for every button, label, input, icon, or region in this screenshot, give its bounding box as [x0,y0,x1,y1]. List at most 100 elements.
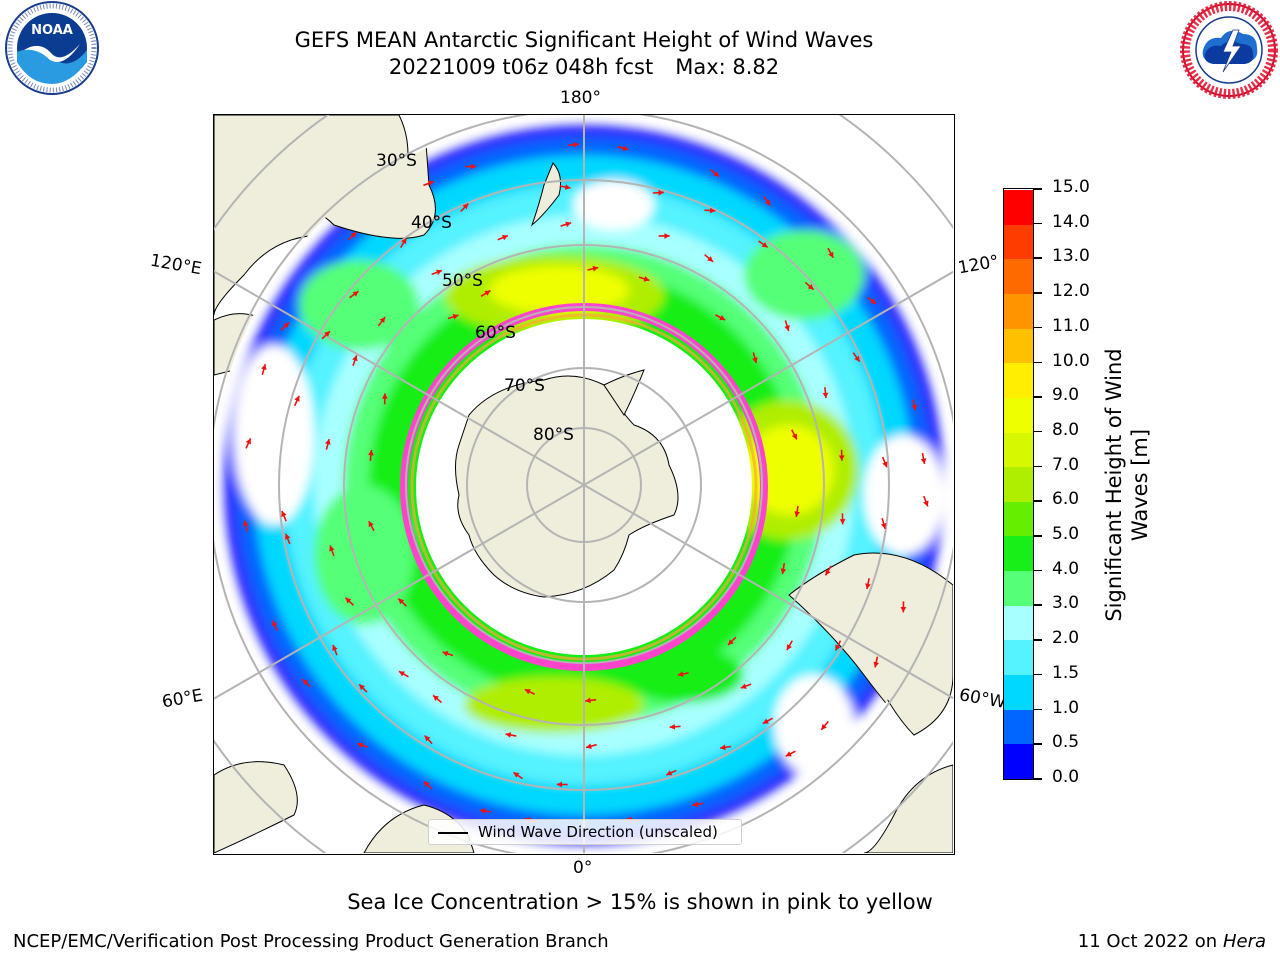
wave-arrow [321,330,331,340]
wave-arrow [352,355,358,366]
footer-date-text: 11 Oct 2022 on [1077,931,1218,952]
wave-arrow [432,694,442,704]
footer-machine: Hera [1222,931,1266,952]
colorbar-segment [1004,259,1033,294]
colorbar-tick-label: 7.0 [1052,454,1080,475]
lat-label-50s: 50°S [442,271,483,291]
wave-arrow [460,203,469,213]
wave-arrow [727,636,737,646]
wave-arrow [398,670,409,678]
wave-arrow [423,780,433,790]
noaa-logo: NOAA [5,1,99,95]
colorbar-segment [1004,709,1033,745]
colorbar-segment [1004,605,1033,641]
colorbar-tick-mark [1034,535,1042,537]
wave-arrow [284,533,291,545]
colorbar-tick-mark [1034,257,1042,259]
wave-arrow [280,321,290,331]
colorbar-segment [1004,397,1033,433]
wave-arrow [865,578,871,590]
polar-map: 30°S 40°S 50°S 60°S 70°S 80°S Wind Wave … [213,114,955,855]
wave-arrow [923,495,929,507]
colorbar-tick-label: 3.0 [1052,593,1080,614]
wave-arrow [424,735,433,745]
wave-arrow [780,563,787,575]
colorbar-segment [1004,363,1033,398]
footer-branch: NCEP/EMC/Verification Post Processing Pr… [13,931,609,952]
colorbar-tick-mark [1034,222,1042,225]
colorbar-tick-label: 0.5 [1052,732,1080,753]
wave-arrow [911,399,918,411]
wave-arrow [617,145,629,151]
colorbar-tick-label: 9.0 [1052,385,1080,406]
colorbar-title-line1: Significant Height of Wind [1102,348,1126,622]
nws-logo [1180,1,1278,99]
wave-arrow [881,456,888,468]
wave-arrow [720,744,732,751]
wave-arrow [272,620,278,631]
wave-arrow [866,296,877,305]
chart-subtitle: 20221009 t06z 048h fcst Max: 8.82 [184,54,984,81]
colorbar-tick-label: 6.0 [1052,489,1080,510]
wave-arrow [559,184,571,190]
colorbar-tick-mark [1034,326,1042,329]
wave-arrow [302,678,312,688]
wave-arrow [261,363,267,376]
wave-arrow [465,163,477,170]
lat-label-70s: 70°S [504,376,545,396]
wave-arrow [786,640,793,651]
lon-label-60w: 60°W [957,685,1008,713]
wave-arrow [368,520,375,532]
wave-arrow [715,314,726,321]
colorbar-tick-label: 2.0 [1052,628,1080,649]
wave-arrow [638,276,650,282]
lat-label-40s: 40°S [411,213,452,233]
longitude-line [214,270,585,486]
wave-arrow [704,207,716,214]
colorbar-segment [1004,328,1033,364]
lon-label-0: 0° [573,858,593,878]
wave-arrow [358,683,368,693]
wave-arrow [329,545,335,557]
wave-arrow [560,221,572,228]
lat-label-80s: 80°S [533,425,574,445]
wave-arrow [397,597,407,607]
wave-arrow [479,808,491,814]
colorbar-tick-label: 1.5 [1052,662,1080,683]
wave-arrow [497,234,509,241]
wave-arrow [480,289,491,297]
wave-arrow [505,732,517,738]
wave-arrow [357,742,368,749]
wave-arrow [669,723,681,730]
wave-arrow [281,510,287,522]
lon-label-120e: 120°E [148,250,204,280]
wave-arrow [920,452,927,465]
wave-direction-arrows [243,141,929,823]
wave-arrow [332,644,338,656]
colorbar-tick-mark [1034,430,1042,433]
wave-arrow [243,520,249,532]
footer-date: 11 Oct 2022 on Hera [1078,931,1266,952]
wave-arrow [692,801,704,808]
colorbar-tick-mark [1034,569,1042,572]
wave-arrow [345,597,355,606]
colorbar-tick-label: 4.0 [1052,558,1080,579]
colorbar-tick-mark [1034,639,1042,641]
wave-arrow [763,196,772,206]
wave-arrow [824,565,832,576]
wave-arrow [677,671,689,677]
wave-arrow [834,640,842,651]
colorbar-tick-mark [1034,396,1042,398]
colorbar-tick-mark [1034,292,1042,294]
longitude-line [583,270,954,486]
wave-arrow [567,141,579,148]
sea-ice-note: Sea Ice Concentration > 15% is shown in … [347,890,933,914]
wave-arrow [658,233,670,239]
colorbar-tick-label: 8.0 [1052,419,1080,440]
colorbar-tick-mark [1034,500,1042,502]
chart-title: GEFS MEAN Antarctic Significant Height o… [294,28,874,52]
colorbar-tick-label: 1.0 [1052,697,1080,718]
wave-arrow [822,387,829,399]
colorbar-tick-mark [1034,673,1042,676]
wave-arrow [423,180,435,187]
